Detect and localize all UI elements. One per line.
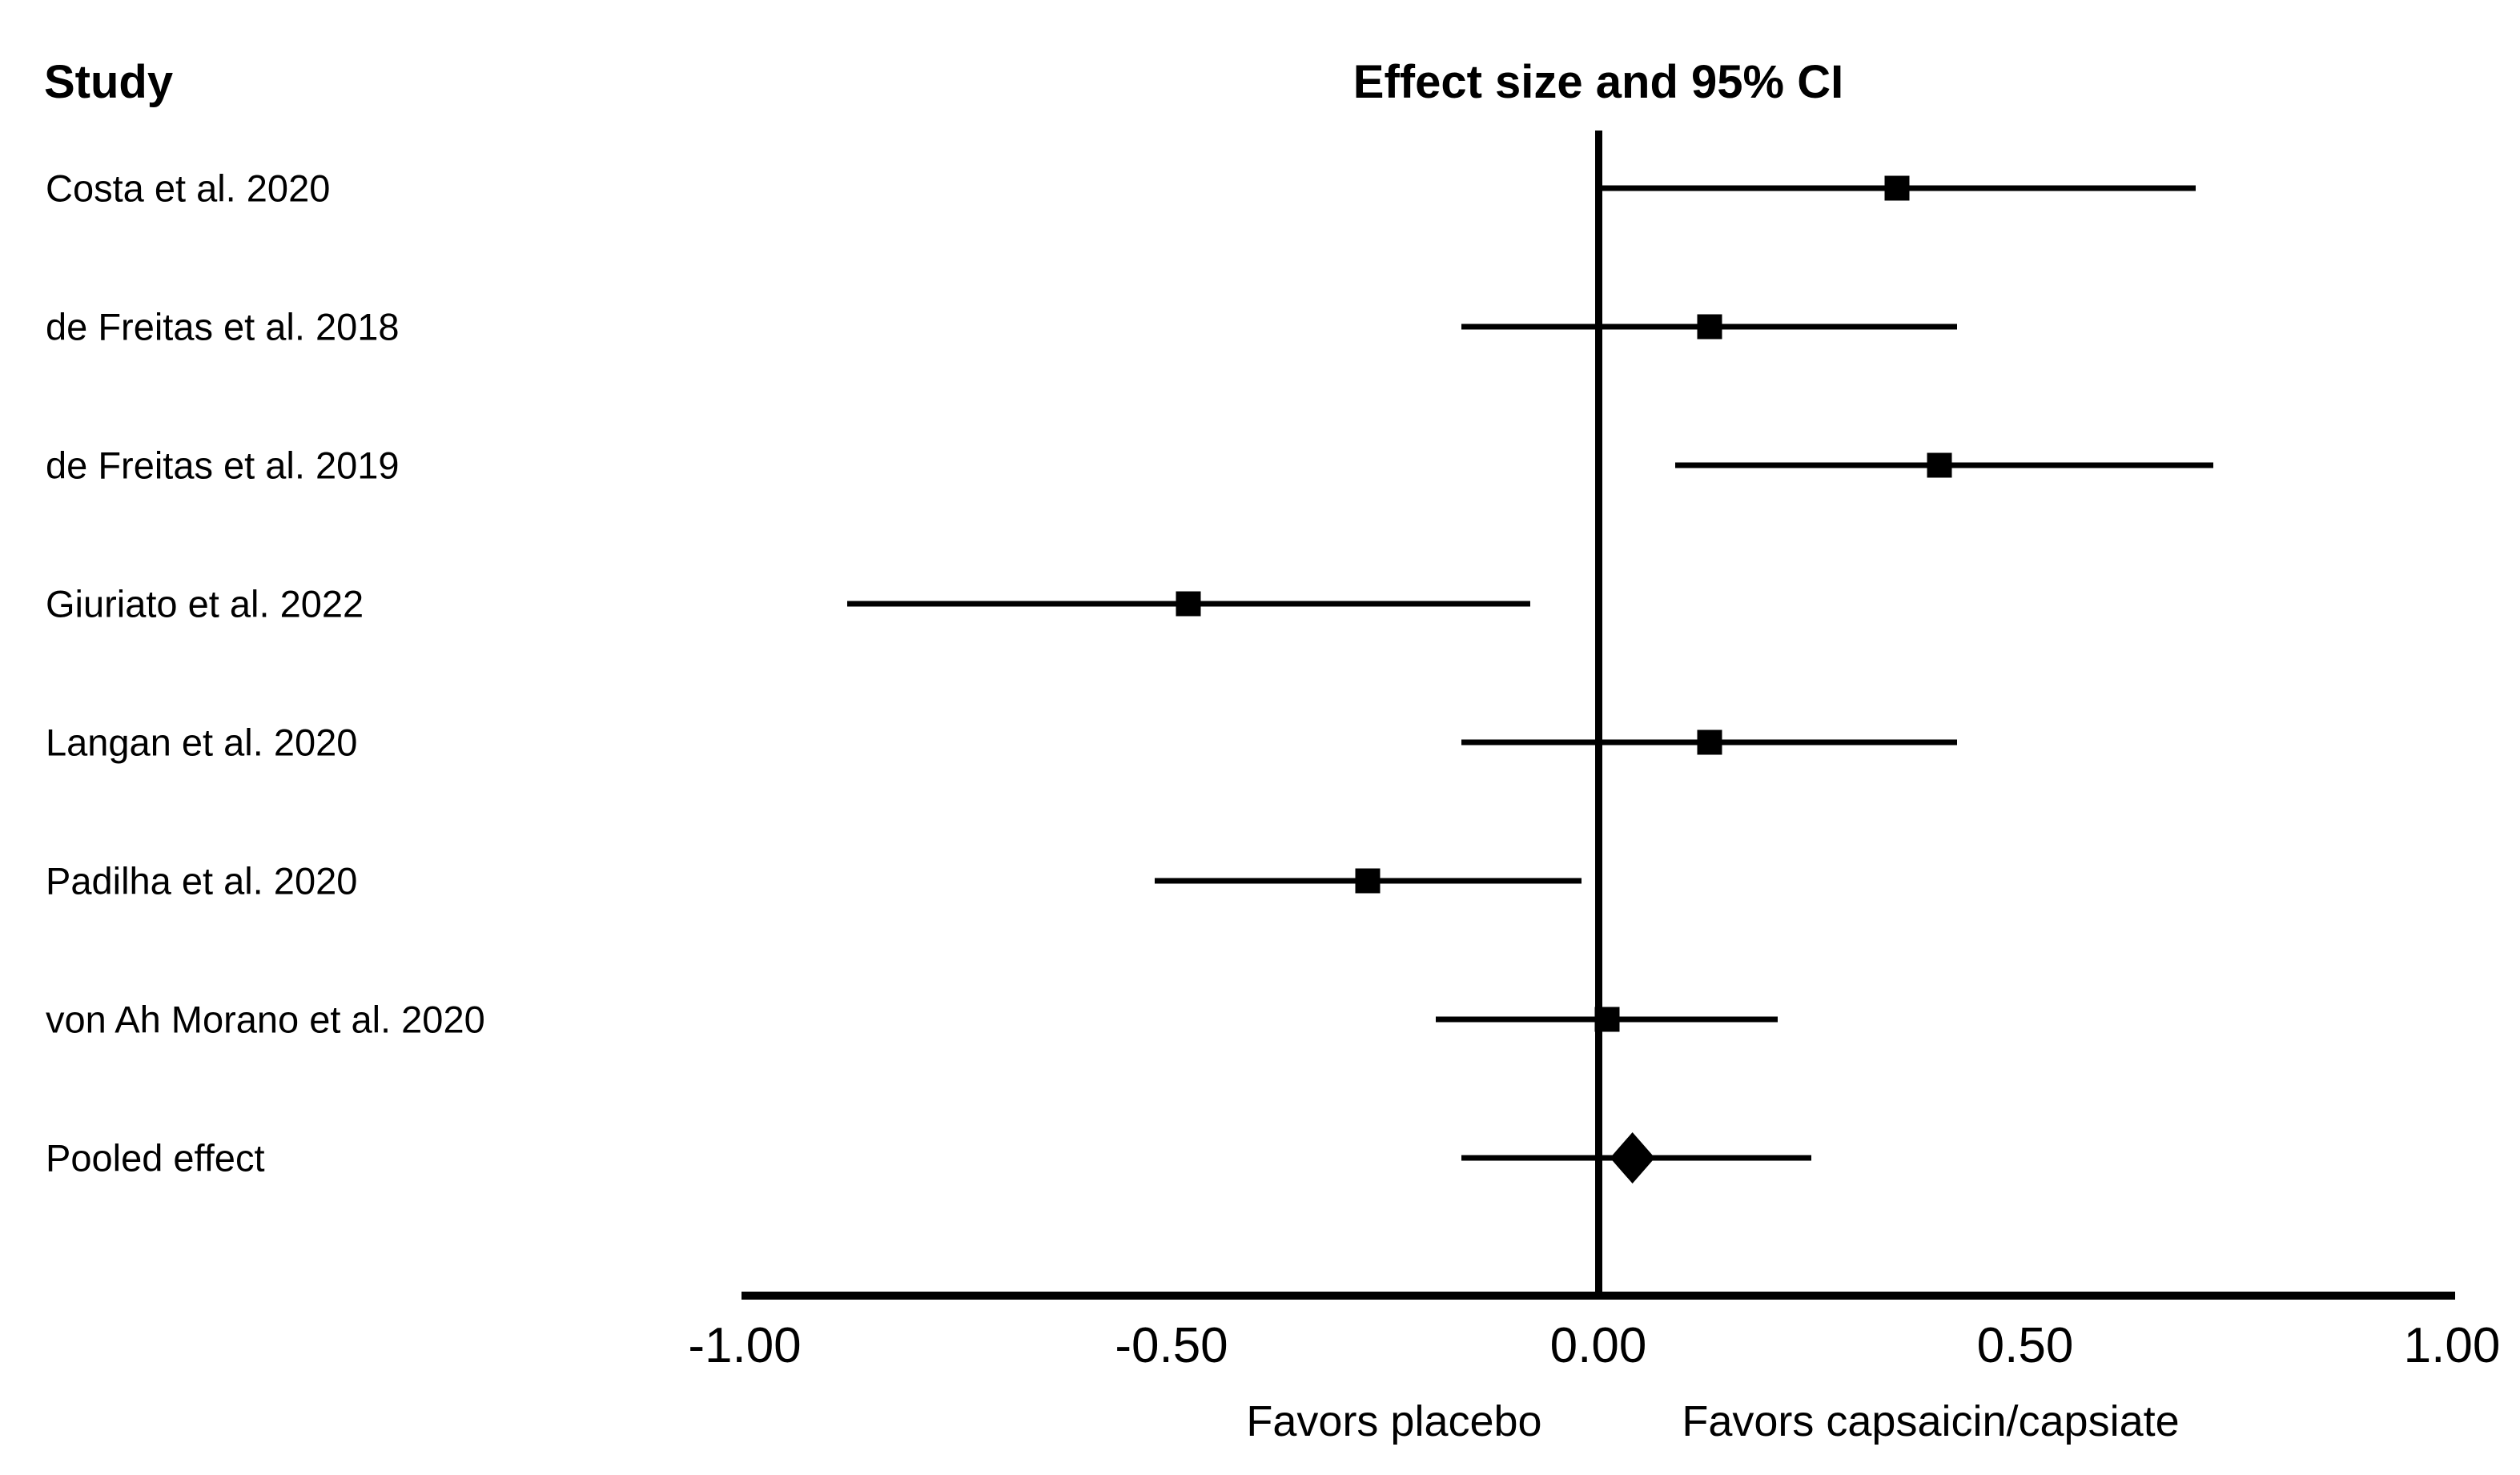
pooled-diamond-marker — [1610, 1132, 1655, 1184]
zero-reference-line — [1595, 131, 1602, 1300]
effect-square-marker — [1355, 868, 1381, 894]
pooled-effect-label: Pooled effect — [46, 1136, 265, 1180]
x-tick-label: 1.00 — [2403, 1318, 2501, 1373]
effect-size-column-title: Effect size and 95% CI — [1352, 56, 1844, 108]
effect-square-marker — [1176, 591, 1201, 617]
x-tick-label: -0.50 — [1115, 1318, 1228, 1373]
favors-capsaicin-label: Favors capsaicin/capsiate — [1682, 1397, 2180, 1445]
effect-square-marker — [1697, 729, 1722, 755]
study-column-title: Study — [44, 56, 174, 108]
x-tick-label: -1.00 — [688, 1318, 802, 1373]
study-label: de Freitas et al. 2019 — [46, 444, 400, 487]
study-label: von Ah Morano et al. 2020 — [46, 998, 485, 1041]
x-tick-label: 0.00 — [1549, 1318, 1647, 1373]
study-label: Padilha et al. 2020 — [46, 859, 358, 902]
effect-square-marker — [1927, 452, 1952, 478]
study-label: Costa et al. 2020 — [46, 167, 331, 210]
effect-square-marker — [1884, 175, 1910, 201]
effect-square-marker — [1594, 1007, 1620, 1032]
favors-placebo-label: Favors placebo — [1246, 1397, 1542, 1445]
study-label: Langan et al. 2020 — [46, 721, 358, 764]
x-tick-label: 0.50 — [1976, 1318, 2074, 1373]
effect-square-marker — [1697, 314, 1722, 340]
x-axis-line — [742, 1292, 2455, 1300]
study-label: de Freitas et al. 2018 — [46, 305, 400, 348]
study-label: Giuriato et al. 2022 — [46, 582, 364, 625]
